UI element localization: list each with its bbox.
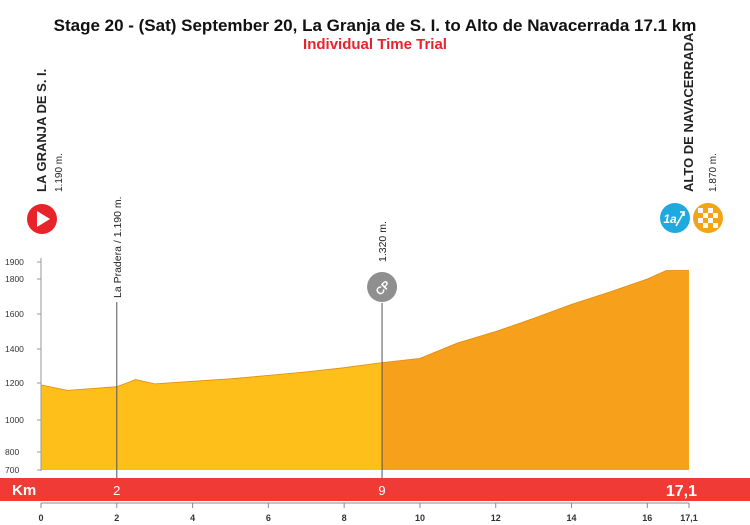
- finish-checker-square: [708, 208, 713, 213]
- finish-altitude-label: 1.870 m.: [708, 153, 719, 192]
- start-name-label: LA GRANJA DE S. I.: [34, 69, 49, 192]
- finish-checker-square: [703, 213, 708, 218]
- km-band-title: Km: [12, 482, 36, 499]
- x-tick-label: 0: [38, 513, 43, 523]
- y-tick-label: 800: [5, 447, 19, 457]
- finish-checker-square: [713, 223, 718, 228]
- profile-outline: [40, 270, 689, 391]
- y-tick-label: 1800: [5, 274, 24, 284]
- y-tick-label: 1400: [5, 344, 24, 354]
- x-tick-label: 14: [567, 513, 577, 523]
- profile-area-group: [40, 270, 689, 470]
- checkpoint-icon: [367, 272, 398, 302]
- start-altitude-label: 1.190 m.: [54, 153, 65, 192]
- x-tick-label: 6: [266, 513, 271, 523]
- y-tick-label: 700: [5, 465, 19, 475]
- x-tick-label: 8: [342, 513, 347, 523]
- x-tick-label: 10: [415, 513, 425, 523]
- profile-area-after-checkpoint: [382, 270, 689, 470]
- x-tick-label: 16: [642, 513, 652, 523]
- finish-checker-square: [708, 218, 713, 223]
- x-tick-label: 12: [491, 513, 501, 523]
- km-band-label: 9: [378, 483, 385, 498]
- axes-group: 700 800 1000 1200 1400 1600 1800 1900 0 2 4 6 8 10 12 1…: [5, 257, 698, 523]
- finish-checker-square: [713, 213, 718, 218]
- km-band-label: 17,1: [666, 483, 697, 500]
- km-band-group: Km 2 9 17,1: [0, 478, 750, 501]
- annotations-group: LA GRANJA DE S. I. 1.190 m. La Pradera / 1…: [27, 32, 723, 478]
- category-badge-text: 1a: [663, 212, 677, 226]
- climb-arrow-icon: [675, 211, 686, 227]
- checkpoint-altitude-label: 1.320 m.: [377, 221, 389, 262]
- stage-subtitle: Individual Time Trial: [303, 36, 447, 53]
- y-tick-label: 1900: [5, 257, 24, 267]
- profile-area-before-checkpoint: [41, 362, 383, 470]
- x-tick-label: 17,1: [680, 513, 698, 523]
- km-band-label: 2: [113, 483, 120, 498]
- waypoint-label: La Pradera / 1.190 m.: [112, 196, 124, 298]
- category-badge-icon: [660, 203, 690, 233]
- finish-checker-square: [698, 208, 703, 213]
- x-tick-label: 2: [114, 513, 119, 523]
- finish-name-label: ALTO DE NAVACERRADA: [681, 32, 696, 192]
- y-tick-label: 1000: [5, 415, 24, 425]
- y-tick-label: 1600: [5, 309, 24, 319]
- stage-title: Stage 20 - (Sat) September 20, La Granja…: [53, 16, 697, 35]
- finish-checker-square: [703, 223, 708, 228]
- finish-checker-square: [698, 218, 703, 223]
- start-arrow-icon: [37, 211, 50, 227]
- x-tick-label: 4: [190, 513, 195, 523]
- y-tick-label: 1200: [5, 378, 24, 388]
- km-band: [0, 478, 750, 501]
